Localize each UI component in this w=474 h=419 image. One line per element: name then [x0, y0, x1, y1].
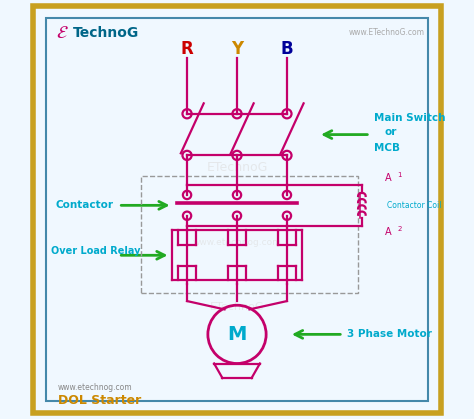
Text: A: A [385, 173, 392, 183]
Text: Contactor Coil: Contactor Coil [387, 201, 441, 210]
Text: B: B [281, 40, 293, 58]
Text: www.ETechnoG.com: www.ETechnoG.com [348, 28, 424, 37]
Text: M: M [228, 325, 246, 344]
Text: Main Switch: Main Switch [374, 113, 446, 123]
Text: A: A [385, 228, 392, 238]
Text: 1: 1 [397, 172, 402, 178]
Text: Over Load Relay: Over Load Relay [51, 246, 140, 256]
Text: 2: 2 [397, 227, 401, 233]
Text: Y: Y [231, 40, 243, 58]
Text: www.etechnog.com: www.etechnog.com [58, 383, 133, 392]
Text: R: R [181, 40, 193, 58]
Text: ETechnoG: ETechnoG [210, 303, 264, 312]
Text: DOL Starter: DOL Starter [58, 393, 141, 406]
Text: or: or [385, 127, 397, 137]
Text: www.etechnog.com: www.etechnog.com [192, 238, 282, 247]
Text: MCB: MCB [374, 143, 401, 153]
Text: 3 Phase Motor: 3 Phase Motor [347, 329, 432, 339]
Text: ETechnoG: ETechnoG [206, 161, 268, 174]
FancyBboxPatch shape [33, 5, 441, 414]
Text: $\mathcal{E}$: $\mathcal{E}$ [56, 23, 69, 41]
FancyBboxPatch shape [46, 18, 428, 401]
Text: Contactor: Contactor [56, 200, 114, 210]
Text: TechnoG: TechnoG [73, 26, 139, 40]
